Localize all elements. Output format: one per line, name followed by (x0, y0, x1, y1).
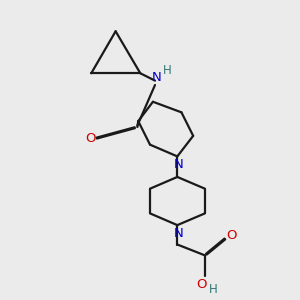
Text: O: O (85, 132, 96, 145)
Text: N: N (174, 227, 184, 240)
Text: O: O (197, 278, 207, 291)
Text: N: N (174, 158, 184, 171)
Text: O: O (226, 229, 237, 242)
Text: N: N (152, 71, 161, 84)
Text: H: H (209, 283, 218, 296)
Text: H: H (163, 64, 172, 77)
